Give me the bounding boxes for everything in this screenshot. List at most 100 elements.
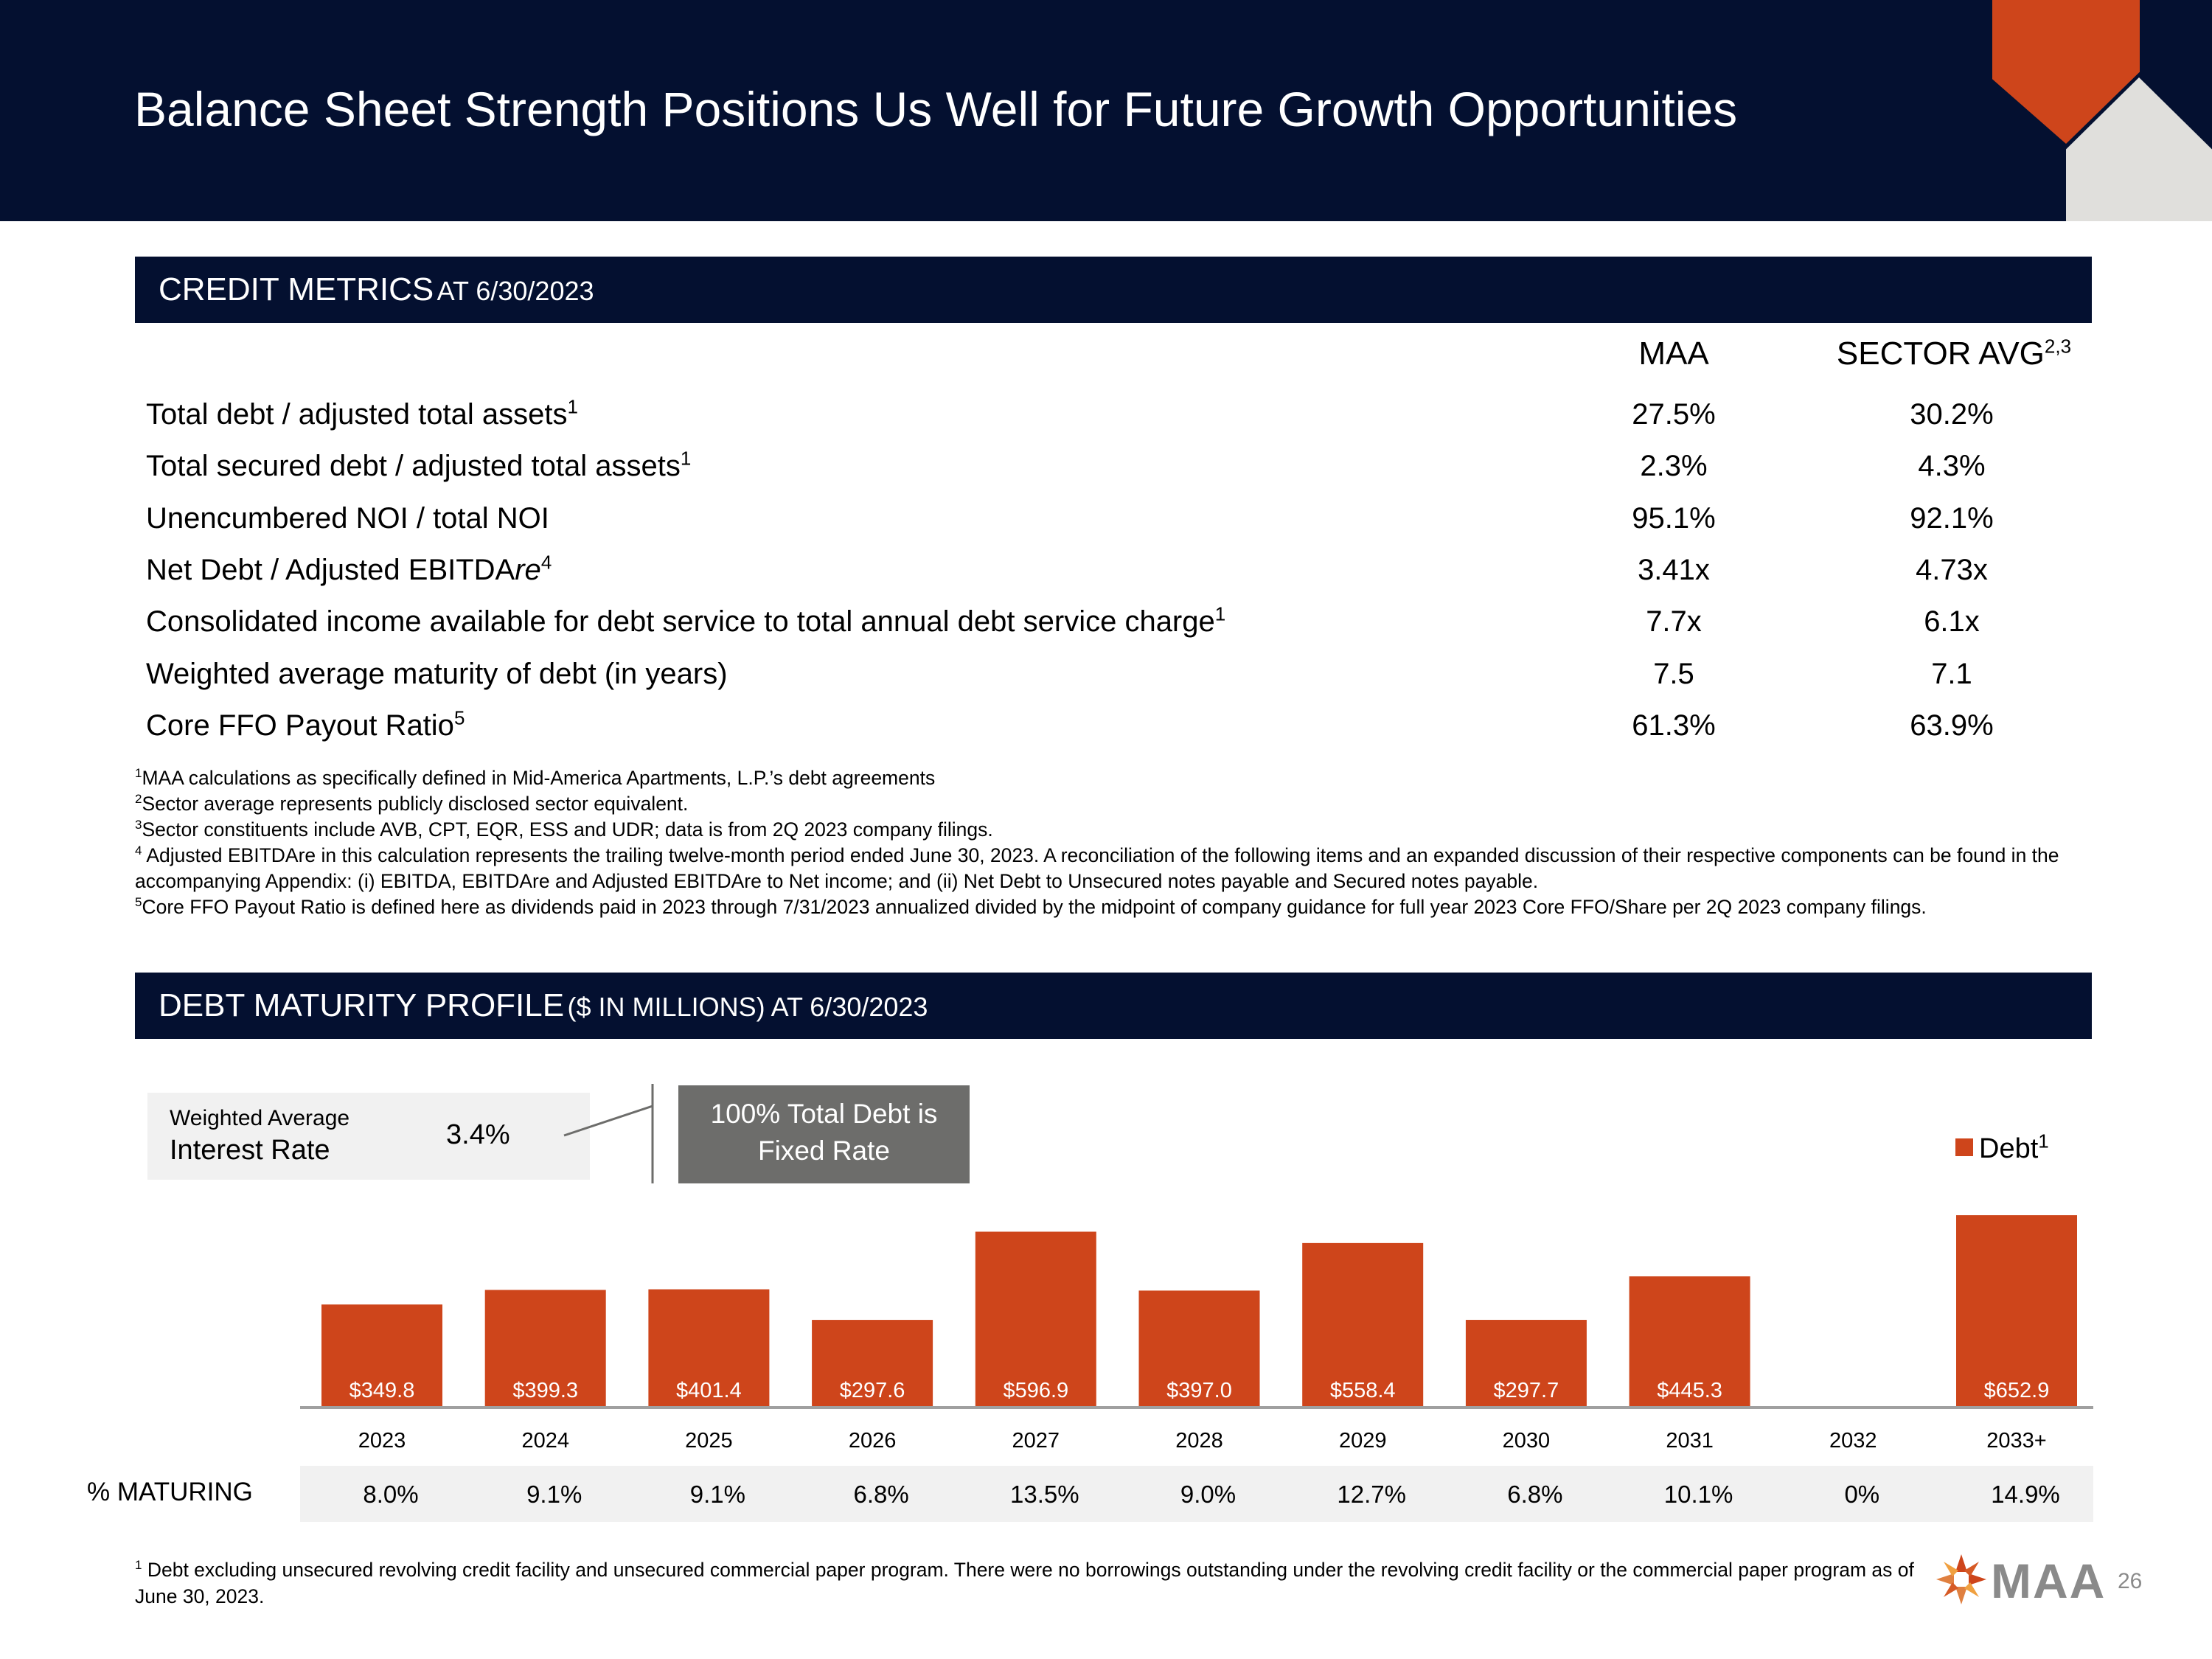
bar-2025 [648, 1289, 770, 1408]
metric-label-sup: 1 [680, 447, 692, 470]
metric-row: Weighted average maturity of debt (in ye… [0, 658, 2212, 709]
metric-label-text: Consolidated income available for debt s… [146, 605, 1215, 638]
credit-metrics-title: CREDIT METRICS [159, 271, 434, 307]
pct-maturing-band [300, 1466, 2093, 1522]
bar-2027 [975, 1231, 1096, 1408]
footnote-num: 2 [135, 792, 142, 807]
bottom-footnote-text: Debt excluding unsecured revolving credi… [135, 1559, 1914, 1607]
metric-value-sector: 4.73x [1916, 554, 1988, 586]
metric-value-maa: 7.5 [1653, 658, 1694, 690]
logo-text: MAA [1991, 1554, 2107, 1608]
bar-value-label: $349.8 [349, 1379, 415, 1402]
credit-footnotes: 1MAA calculations as specifically define… [135, 765, 2067, 920]
metric-label-text: Total secured debt / adjusted total asse… [146, 450, 681, 482]
fixed-rate-box: 100% Total Debt is Fixed Rate [678, 1085, 970, 1183]
page-number: 26 [2118, 1569, 2143, 1593]
metric-label-text: Net Debt / Adjusted EBITDA [146, 554, 515, 586]
column-header-maa: MAA [1638, 335, 1709, 372]
fixed-rate-line1: 100% Total Debt is [710, 1099, 938, 1129]
metric-value-sector: 63.9% [1910, 709, 1994, 742]
footnote: 4 Adjusted EBITDAre in this calculation … [135, 843, 2067, 894]
bar-value-label: $652.9 [1984, 1379, 2050, 1402]
pct-maturing-value: 6.8% [1507, 1481, 1562, 1508]
metric-value-maa: 27.5% [1632, 398, 1716, 431]
footnote-num: 4 [135, 844, 142, 858]
metric-value-sector: 7.1 [1931, 658, 1972, 690]
war-label-line2: Interest Rate [170, 1135, 330, 1166]
metric-label-text: Unencumbered NOI / total NOI [146, 502, 549, 535]
footnote: 1MAA calculations as specifically define… [135, 765, 2067, 791]
slide-title: Balance Sheet Strength Positions Us Well… [134, 82, 1738, 136]
bottom-footnote-num: 1 [135, 1558, 142, 1573]
legend-sup: 1 [2038, 1130, 2049, 1152]
metric-label-sup: 4 [540, 551, 552, 574]
metric-label: Total debt / adjusted total assets1 [146, 395, 578, 431]
category-label: 2030 [1503, 1429, 1551, 1453]
column-header-sector-label: SECTOR AVG [1836, 335, 2045, 372]
bar-value-label: $297.6 [840, 1379, 905, 1402]
footnote-text: MAA calculations as specifically defined… [142, 767, 936, 789]
category-label: 2027 [1012, 1429, 1060, 1453]
metric-label: Net Debt / Adjusted EBITDAre4 [146, 551, 552, 587]
category-label: 2028 [1175, 1429, 1223, 1453]
metric-value-sector: 4.3% [1918, 450, 1986, 482]
war-value: 3.4% [446, 1119, 510, 1150]
bar-2026 [812, 1320, 933, 1408]
category-label: 2032 [1829, 1429, 1877, 1453]
bar-value-label: $297.7 [1494, 1379, 1559, 1402]
bar-2023 [321, 1304, 442, 1408]
category-label: 2023 [358, 1429, 406, 1453]
metric-label: Consolidated income available for debt s… [146, 605, 1225, 639]
metric-value-maa: 61.3% [1632, 709, 1716, 742]
bar-value-label: $401.4 [676, 1379, 742, 1402]
metric-row: Core FFO Payout Ratio5 61.3% 63.9% [0, 709, 2212, 761]
metric-label: Unencumbered NOI / total NOI [146, 502, 549, 535]
bar-value-label: $445.3 [1657, 1379, 1722, 1402]
bar-value-label: $399.3 [512, 1379, 578, 1402]
maa-logo-icon [1936, 1554, 1986, 1604]
metric-label-sup: 1 [567, 395, 578, 418]
metric-value-sector: 6.1x [1924, 605, 1980, 638]
column-header-sector: SECTOR AVG2,3 [1821, 335, 2087, 372]
metric-row: Unencumbered NOI / total NOI 95.1% 92.1% [0, 502, 2212, 554]
metric-row: Total secured debt / adjusted total asse… [0, 447, 2212, 501]
bar-value-label: $397.0 [1166, 1379, 1232, 1402]
footnote-text: Sector average represents publicly discl… [142, 793, 689, 815]
footnote-num: 5 [135, 895, 142, 910]
fixed-rate-line2: Fixed Rate [758, 1135, 890, 1166]
war-label-line1: Weighted Average [170, 1106, 350, 1130]
credit-metrics-date: AT 6/30/2023 [437, 276, 594, 306]
chart-legend: Debt1 [1955, 1130, 2049, 1165]
category-label: 2033+ [1986, 1429, 2046, 1453]
column-header-sector-sup: 2,3 [2044, 335, 2072, 358]
metric-label-sup: 1 [1214, 602, 1226, 625]
metric-value-sector: 30.2% [1910, 398, 1994, 431]
metric-value-maa: 95.1% [1632, 502, 1716, 535]
metric-label: Weighted average maturity of debt (in ye… [146, 658, 728, 691]
debt-maturity-title: DEBT MATURITY PROFILE [159, 987, 565, 1023]
pct-maturing-value: 9.1% [526, 1481, 582, 1508]
bar-2031 [1629, 1276, 1750, 1408]
bar-2028 [1138, 1290, 1260, 1408]
metric-label: Core FFO Payout Ratio5 [146, 709, 465, 742]
pct-maturing-value: 10.1% [1664, 1481, 1733, 1508]
footnote-text: Adjusted EBITDAre in this calculation re… [135, 844, 2059, 892]
metric-row: Total debt / adjusted total assets1 27.5%… [0, 395, 2212, 450]
bar-2029 [1302, 1242, 1424, 1408]
footnote-text: Core FFO Payout Ratio is defined here as… [142, 896, 1927, 918]
pct-maturing-value: 8.0% [363, 1481, 418, 1508]
debt-maturity-bar: DEBT MATURITY PROFILE ($ IN MILLIONS) AT… [135, 973, 2092, 1039]
metric-label-text: Core FFO Payout Ratio [146, 709, 454, 742]
pct-maturing-value: 12.7% [1337, 1481, 1406, 1508]
metric-label-sup: 5 [453, 706, 465, 729]
legend-label: Debt1 [1979, 1130, 2049, 1164]
metric-row: Consolidated income available for debt s… [0, 605, 2212, 657]
category-label: 2026 [849, 1429, 897, 1453]
pct-maturing-value: 13.5% [1010, 1481, 1079, 1508]
footnote: 3Sector constituents include AVB, CPT, E… [135, 817, 2067, 843]
debt-maturity-subtitle: ($ IN MILLIONS) AT 6/30/2023 [567, 992, 928, 1022]
footnote-num: 1 [135, 766, 142, 781]
bar-2033+ [1956, 1215, 2077, 1408]
bar-value-label: $558.4 [1330, 1379, 1396, 1402]
